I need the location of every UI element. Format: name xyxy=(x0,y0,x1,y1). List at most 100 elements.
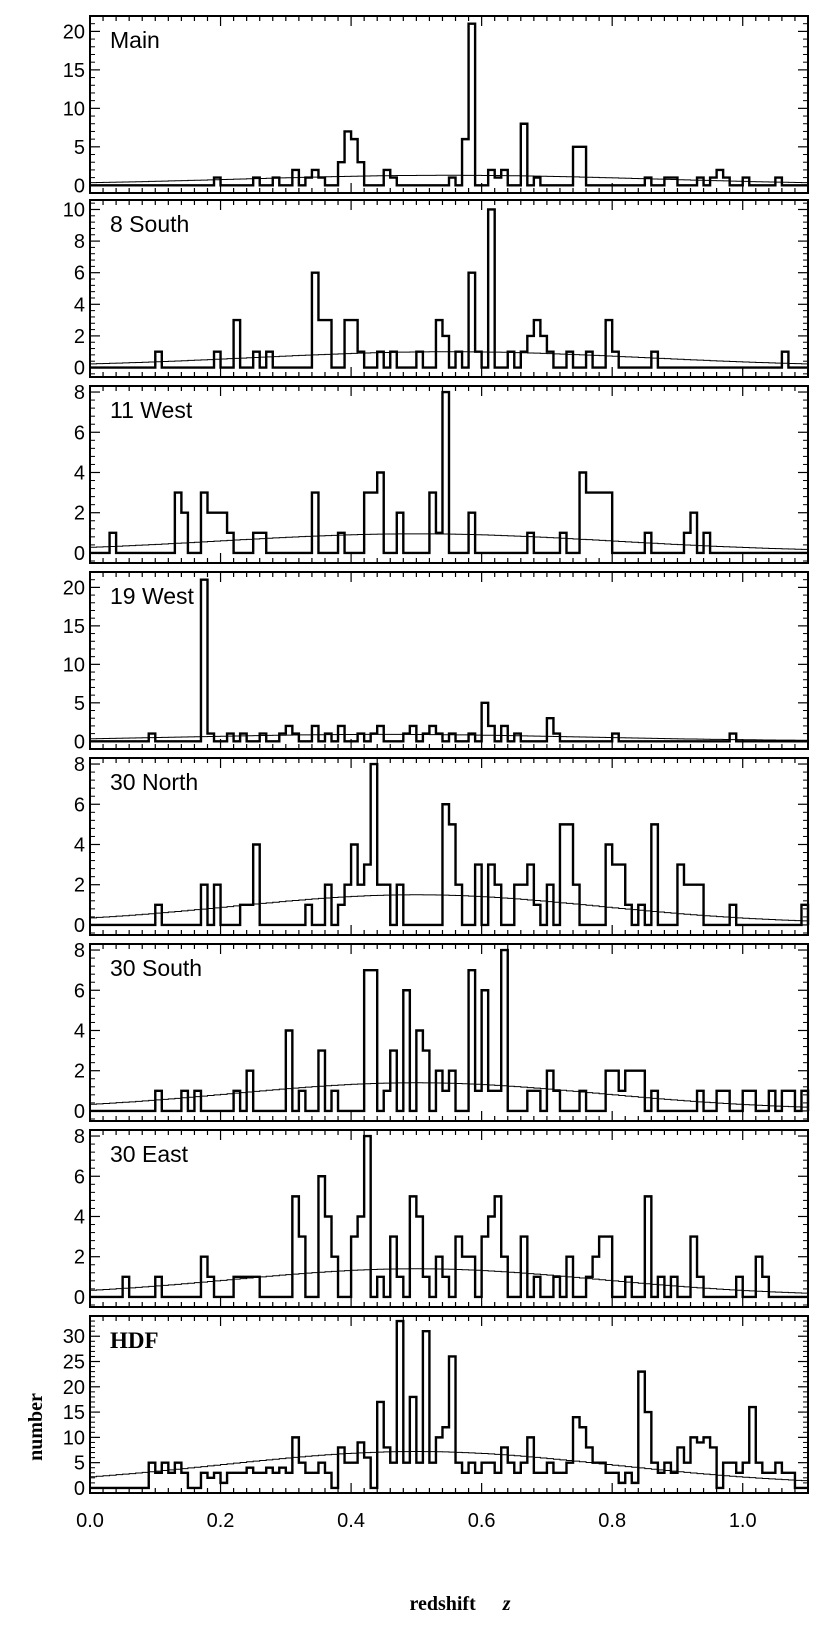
histogram-bar xyxy=(338,726,345,741)
histogram-bar xyxy=(534,1277,541,1297)
histogram-bar xyxy=(730,905,737,925)
histogram-bar xyxy=(384,885,391,925)
panel-30-east: 0 2 4 6 8 30 East xyxy=(74,1126,809,1309)
histogram-bar xyxy=(723,178,730,186)
histogram-bar xyxy=(684,533,691,553)
histogram-bar xyxy=(801,1091,808,1111)
histogram-bar xyxy=(566,824,573,925)
histogram-bar xyxy=(521,1463,528,1488)
y-tick-label: 15 xyxy=(63,1402,85,1424)
histogram-bar xyxy=(273,1473,280,1488)
histogram-bar xyxy=(377,352,384,368)
y-tick-label: 0 xyxy=(74,1287,85,1309)
histogram-bar xyxy=(416,1030,423,1110)
histogram-bar xyxy=(573,147,580,185)
histogram-bar xyxy=(266,1468,273,1488)
histogram-outline xyxy=(90,390,808,555)
histogram-bar xyxy=(260,734,267,742)
histogram-bar xyxy=(456,885,463,925)
histogram-bar xyxy=(240,734,247,742)
histogram-bar xyxy=(207,734,214,742)
y-tick-label: 0 xyxy=(74,915,85,937)
panel-title: 30 North xyxy=(110,769,198,795)
histogram-bar xyxy=(638,1372,645,1488)
histogram-bar xyxy=(704,533,711,553)
histogram-bar xyxy=(305,1473,312,1488)
model-curve xyxy=(90,733,808,741)
y-tick-label: 30 xyxy=(63,1326,85,1348)
histogram-bar xyxy=(495,1091,502,1111)
y-tick-label: 0 xyxy=(74,731,85,753)
histogram-bar xyxy=(214,513,221,553)
y-tick-label: 25 xyxy=(63,1352,85,1374)
histogram-bar xyxy=(697,885,704,925)
histogram-bar xyxy=(292,1437,299,1488)
histogram-bar xyxy=(469,1463,476,1488)
y-tick-label: 20 xyxy=(63,1377,85,1399)
histogram-bar xyxy=(429,726,436,741)
histogram-bar xyxy=(586,1447,593,1487)
histogram-bar xyxy=(469,513,476,553)
histogram-bar xyxy=(697,1277,704,1297)
histogram-bar xyxy=(442,1277,449,1297)
histogram-bar xyxy=(364,1136,371,1297)
histogram-bar xyxy=(423,1331,430,1488)
histogram-bar xyxy=(566,1463,573,1488)
histogram-bar xyxy=(390,1463,397,1488)
histogram-bar xyxy=(730,734,737,742)
histogram-bar xyxy=(488,209,495,367)
histogram-bar xyxy=(469,970,476,1111)
histogram-bar xyxy=(586,493,593,553)
histogram-bar xyxy=(710,1447,717,1487)
histogram-bar xyxy=(521,885,528,925)
histogram-bar xyxy=(625,1071,632,1111)
x-axis-label-text: redshift xyxy=(409,1593,476,1615)
histogram-bar xyxy=(318,320,325,367)
y-tick-label: 20 xyxy=(63,577,85,599)
histogram-bar xyxy=(240,905,247,925)
y-tick-label: 0 xyxy=(74,358,85,380)
histogram-bar xyxy=(717,1091,724,1111)
histogram-bar xyxy=(606,493,613,553)
histogram-bar xyxy=(253,844,260,924)
histogram-bar xyxy=(149,1463,156,1488)
histogram-bar xyxy=(429,1463,436,1488)
histogram-bar xyxy=(534,1473,541,1488)
histogram-bar xyxy=(514,885,521,925)
histogram-bar xyxy=(234,320,241,367)
histogram-bar xyxy=(247,1071,254,1111)
histogram-bar xyxy=(606,844,613,924)
histogram-bar xyxy=(318,1463,325,1488)
histogram-bar xyxy=(632,1071,639,1111)
histogram-bar xyxy=(658,1277,665,1297)
y-tick-label: 4 xyxy=(74,1206,85,1228)
histogram-bar xyxy=(260,533,267,553)
histogram-bar xyxy=(312,273,319,368)
histogram-bar xyxy=(612,1071,619,1111)
histogram-bar xyxy=(207,1277,214,1297)
x-tick-label: 0.6 xyxy=(468,1510,496,1532)
histogram-bar xyxy=(553,1473,560,1488)
panel-frame xyxy=(89,757,809,936)
histogram-bar xyxy=(234,1473,241,1488)
histogram-bar xyxy=(253,1277,260,1297)
histogram-bar xyxy=(534,1091,541,1111)
histogram-bar xyxy=(390,1237,397,1297)
histogram-bar xyxy=(377,1402,384,1488)
histogram-bar xyxy=(599,1463,606,1488)
histogram-bar xyxy=(684,885,691,925)
histogram-bar xyxy=(488,726,495,741)
histogram-bar xyxy=(358,1216,365,1296)
histogram-bar xyxy=(521,352,528,368)
histogram-bar xyxy=(717,170,724,185)
histogram-bar xyxy=(358,162,365,185)
histogram-bar xyxy=(691,885,698,925)
histogram-bar xyxy=(325,320,332,367)
y-tick-label: 6 xyxy=(74,263,85,285)
histogram-bar xyxy=(207,513,214,553)
histogram-bar xyxy=(201,1473,208,1488)
histogram-bar xyxy=(377,472,384,552)
histogram-bar xyxy=(606,320,613,367)
histogram-bar xyxy=(305,905,312,925)
histogram-bar xyxy=(762,1277,769,1297)
